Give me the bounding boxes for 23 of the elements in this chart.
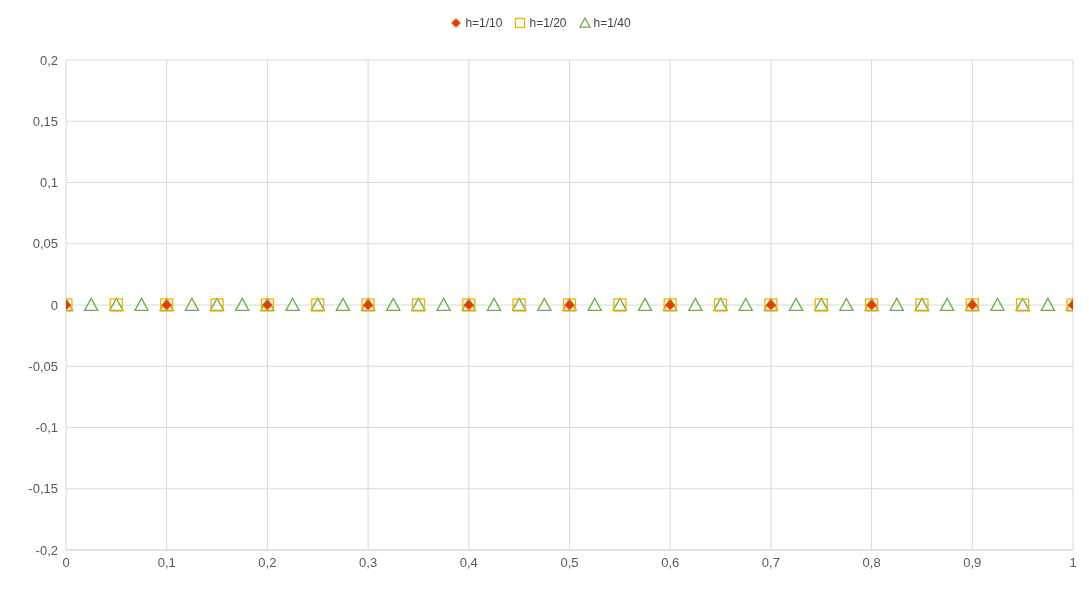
- legend-label: h=1/40: [592, 16, 631, 30]
- legend-label: h=1/20: [528, 16, 567, 30]
- x-tick-label: 0,1: [157, 555, 176, 571]
- y-tick-label: -0,05: [28, 358, 58, 374]
- legend-label: h=1/10: [464, 16, 503, 30]
- x-tick-label: 0,3: [359, 555, 378, 571]
- x-tick-label: 0,6: [661, 555, 680, 571]
- y-tick-label: 0,05: [32, 236, 58, 252]
- y-tick-label: 0,2: [39, 52, 58, 68]
- y-tick-label: 0: [50, 297, 58, 313]
- y-tick-label: -0,1: [35, 420, 58, 436]
- x-tick-label: 0: [62, 555, 70, 571]
- x-tick-label: 0,8: [862, 555, 881, 571]
- y-tick-label: 0,1: [39, 175, 58, 191]
- x-tick-label: 0,9: [963, 555, 982, 571]
- x-tick-label: 1: [1069, 555, 1077, 571]
- x-tick-label: 0,7: [761, 555, 780, 571]
- x-tick-label: 0,4: [459, 555, 478, 571]
- x-tick-label: 0,2: [258, 555, 277, 571]
- y-tick-label: 0,15: [32, 113, 58, 129]
- x-tick-label: 0,5: [560, 555, 579, 571]
- y-tick-label: -0,2: [35, 542, 58, 558]
- y-tick-label: -0,15: [28, 481, 58, 497]
